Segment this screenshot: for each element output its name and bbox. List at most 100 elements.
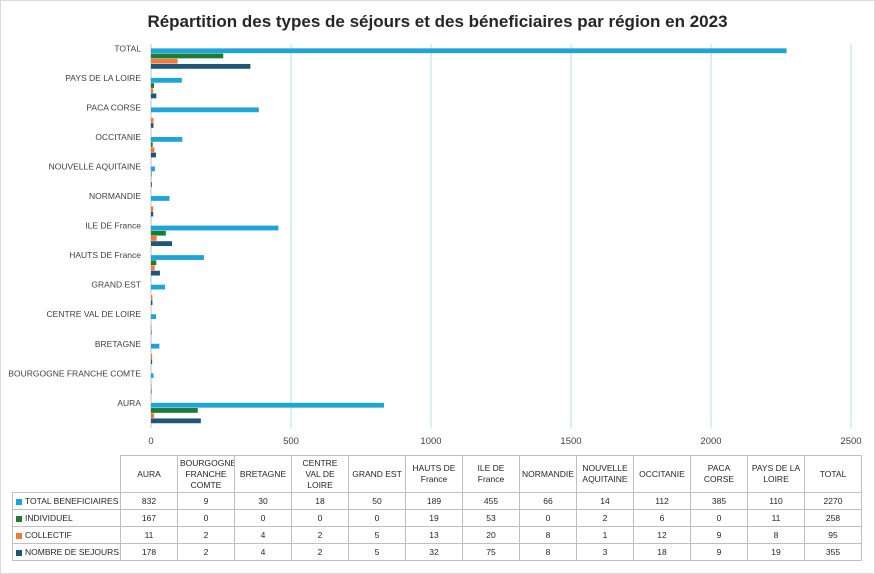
bar	[151, 324, 152, 330]
table-cell: 11	[747, 509, 805, 527]
table-cell: 12	[633, 526, 691, 544]
category-label: OCCITANIE	[95, 132, 141, 142]
bar	[151, 83, 155, 88]
x-tick-label: 1500	[560, 436, 581, 447]
bar	[151, 255, 204, 260]
table-row: TOTAL BENEFICIAIRES 832 9 30 18 50 189 455 66 14 1…	[12, 492, 862, 510]
table-cell: 8	[519, 543, 577, 561]
table-column-header: HAUTS DE France	[405, 455, 463, 493]
bar	[151, 241, 172, 246]
table-cell: 2	[177, 526, 235, 544]
table-row: INDIVIDUEL 167 0 0 0 0 19 53 0 2 6 0 11 258	[12, 509, 862, 527]
bar	[151, 206, 154, 212]
table-column-header: OCCITANIE	[633, 455, 691, 493]
table-cell: 2	[576, 509, 634, 527]
table-cell: 832	[120, 492, 178, 510]
x-tick-label: 2500	[840, 436, 861, 447]
table-cell: 9	[177, 492, 235, 510]
table-row: COLLECTIF 11 2 4 2 5 13 20 8 1 12 9 8 95	[12, 526, 862, 544]
table-cell: 18	[633, 543, 691, 561]
table-cell: 14	[576, 492, 634, 510]
table-column-header: BOURGOGNE FRANCHE COMTE	[177, 455, 235, 493]
table-cell: 178	[120, 543, 178, 561]
bar	[151, 123, 154, 128]
bar	[151, 413, 155, 419]
table-cell: 189	[405, 492, 463, 510]
table-column-header: ILE DE France	[462, 455, 520, 493]
table-cell: 9	[690, 543, 748, 561]
x-tick-label: 0	[148, 436, 153, 447]
table-cell: 0	[519, 509, 577, 527]
table-cell: 0	[291, 509, 349, 527]
table-column-header: NORMANDIE	[519, 455, 577, 493]
category-label: GRAND EST	[91, 280, 141, 290]
bar	[151, 182, 152, 187]
bar	[151, 166, 155, 172]
table-cell: 13	[405, 526, 463, 544]
table-cell: 1	[576, 526, 634, 544]
bar	[151, 196, 170, 201]
bar	[151, 107, 259, 113]
table-cell: 5	[348, 543, 406, 561]
table-cell: 8	[519, 526, 577, 544]
x-tick-label: 2000	[700, 436, 721, 447]
bar	[151, 117, 154, 123]
table-cell: 9	[690, 526, 748, 544]
table-cell: 18	[291, 492, 349, 510]
table-cell: 0	[177, 509, 235, 527]
bar	[151, 77, 182, 83]
bar	[151, 147, 155, 153]
legend-swatch	[16, 515, 22, 522]
bar	[151, 270, 160, 276]
series-name: TOTAL BENEFICIAIRES	[25, 496, 119, 506]
bar	[151, 408, 198, 413]
bar	[151, 93, 157, 99]
series-name: NOMBRE DE SEJOURS	[25, 547, 119, 557]
bar	[151, 152, 157, 158]
table-cell: 455	[462, 492, 520, 510]
legend-swatch	[16, 498, 22, 505]
table-cell: 110	[747, 492, 805, 510]
bar	[151, 171, 152, 177]
bar	[151, 314, 157, 320]
table-cell: 6	[633, 509, 691, 527]
table-cell: 11	[120, 526, 178, 544]
bar	[151, 53, 224, 59]
bar	[151, 230, 166, 236]
bar	[151, 373, 154, 379]
table-cell: 20	[462, 526, 520, 544]
table-cell: 2	[291, 543, 349, 561]
table-cell: 75	[462, 543, 520, 561]
bar	[151, 225, 279, 231]
series-name: INDIVIDUEL	[25, 513, 73, 523]
table-column-header: TOTAL	[804, 455, 862, 493]
table-row-header: INDIVIDUEL	[12, 509, 121, 527]
table-cell: 30	[234, 492, 292, 510]
table-cell: 8	[747, 526, 805, 544]
bar	[151, 284, 165, 290]
category-label: AURA	[117, 398, 141, 408]
table-cell: 4	[234, 543, 292, 561]
bar	[151, 383, 152, 389]
table-column-header: PAYS DE LA LOIRE	[747, 455, 805, 493]
table-cell: 355	[804, 543, 862, 561]
bar	[151, 295, 153, 300]
x-tick-label: 500	[283, 436, 299, 447]
table-cell: 167	[120, 509, 178, 527]
bar	[151, 329, 152, 335]
table-column-header: CENTRE VAL DE LOIRE	[291, 455, 349, 493]
table-cell: 112	[633, 492, 691, 510]
series-name: COLLECTIF	[25, 530, 72, 540]
table-cell: 258	[804, 509, 862, 527]
bar	[151, 354, 153, 359]
table-cell: 385	[690, 492, 748, 510]
category-label: NOUVELLE AQUITAINE	[49, 162, 142, 172]
bar	[151, 211, 154, 217]
table-corner	[12, 455, 121, 493]
chart-title: Répartition des types de séjours et des …	[147, 12, 728, 31]
bar	[151, 88, 154, 94]
table-row-header: NOMBRE DE SEJOURS	[12, 543, 121, 561]
bar	[151, 265, 155, 271]
table-row: NOMBRE DE SEJOURS 178 2 4 2 5 32 75 8 3 18 9 19 355	[12, 543, 862, 561]
